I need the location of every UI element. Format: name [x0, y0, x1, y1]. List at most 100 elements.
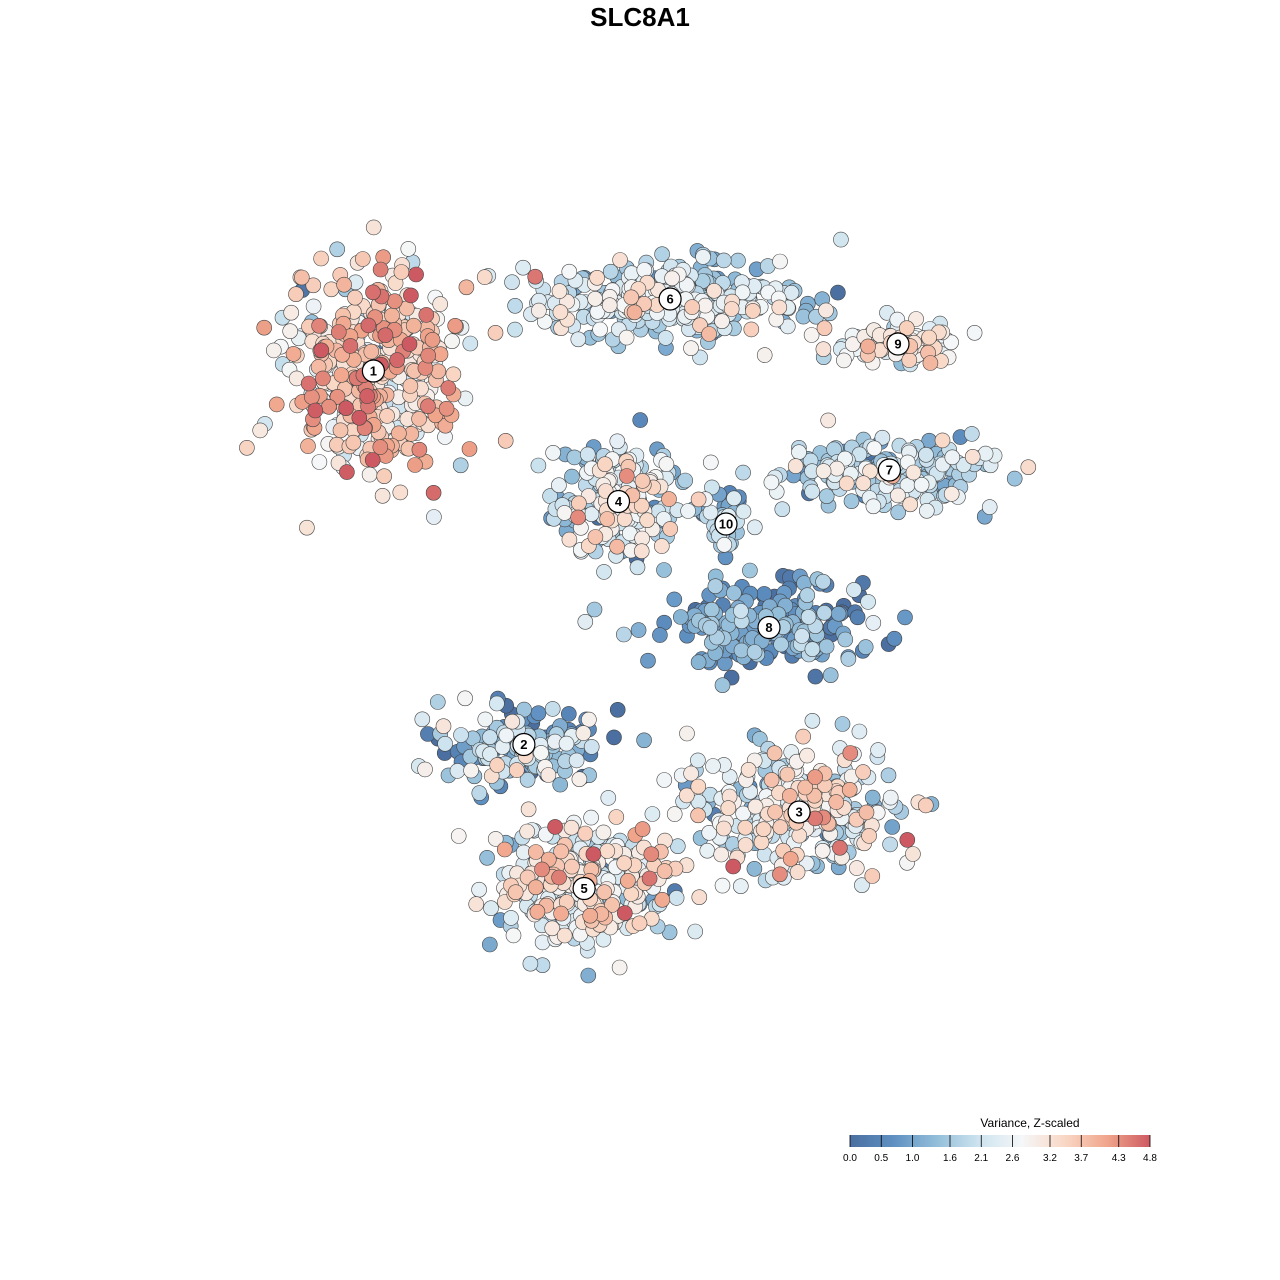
cell-point-cluster-7: [763, 474, 780, 491]
cell-point-cluster-6: [830, 284, 846, 301]
cell-point-cluster-8: [800, 609, 817, 625]
cell-point-cluster-5: [643, 846, 660, 863]
cell-point-cluster-4: [653, 538, 670, 554]
legend-tick-label: 2.1: [974, 1153, 988, 1164]
cell-point-cluster-4: [599, 511, 616, 527]
cell-point-cluster-1: [438, 400, 455, 417]
cell-point-cluster-5: [564, 858, 580, 875]
cell-point-cluster-2: [429, 694, 446, 710]
cluster-label-text: 2: [520, 737, 527, 752]
cell-point-cluster-3: [740, 761, 757, 778]
cell-point-cluster-1: [400, 241, 417, 257]
cell-point-cluster-8: [886, 630, 903, 647]
cell-point-cluster-1: [487, 324, 504, 341]
cell-point-cluster-3: [713, 846, 730, 863]
cell-point-cluster-5: [505, 927, 522, 944]
cell-point-cluster-1: [303, 389, 320, 405]
cell-point-cluster-3: [746, 860, 763, 877]
cell-point-cluster-1: [265, 342, 282, 359]
cell-point-cluster-8: [804, 641, 821, 658]
cell-point-cluster-8: [733, 603, 749, 619]
cell-point-cluster-5: [599, 843, 616, 859]
cell-point-cluster-1: [384, 307, 400, 324]
cell-point-cluster-6: [664, 270, 680, 287]
cell-point-cluster-6: [527, 268, 544, 285]
cell-point-cluster-1: [374, 487, 391, 504]
cell-point-cluster-8: [703, 601, 720, 618]
cell-point-cluster-7: [1020, 459, 1037, 476]
cell-point-cluster-7: [804, 483, 820, 500]
cell-point-cluster-1: [315, 370, 331, 387]
cell-point-cluster-1: [305, 298, 322, 315]
cell-point-cluster-1: [426, 509, 442, 525]
cell-point-cluster-9: [966, 324, 983, 341]
cell-point-cluster-1: [283, 304, 300, 321]
cell-point-cluster-3: [858, 804, 875, 821]
legend-tick-label: 3.7: [1074, 1153, 1088, 1164]
cell-point-cluster-5: [616, 905, 633, 921]
cell-point-cluster-1: [386, 293, 403, 310]
cell-point-cluster-8: [815, 573, 831, 590]
cell-point-cluster-1: [313, 342, 330, 359]
cell-point-cluster-4: [633, 497, 650, 514]
cluster-label-circle: [658, 287, 682, 311]
cell-point-cluster-4: [571, 495, 587, 512]
cell-point-cluster-5: [691, 889, 708, 906]
cell-point-cluster-4: [616, 511, 633, 527]
cell-point-cluster-5: [544, 920, 561, 937]
cluster-label-circle: [361, 359, 385, 383]
cell-point-cluster-3: [737, 819, 754, 836]
cell-point-cluster-2: [504, 713, 521, 730]
cell-point-cluster-5: [556, 927, 573, 944]
cell-point-cluster-6: [507, 297, 523, 314]
cell-point-cluster-5: [450, 828, 467, 844]
cell-point-cluster-1: [307, 402, 324, 419]
cluster-label-5: 5: [572, 876, 596, 901]
legend-tick-label: 4.8: [1143, 1153, 1157, 1164]
cell-point-cluster-3: [799, 747, 815, 764]
cell-point-cluster-3: [772, 866, 788, 883]
cluster-label-4: 4: [606, 489, 631, 514]
cell-point-cluster-2: [453, 727, 469, 743]
cell-point-cluster-3: [725, 858, 742, 875]
cell-point-cluster-1: [365, 284, 381, 301]
cell-point-cluster-1: [420, 347, 437, 364]
cell-point-cluster-9: [921, 329, 937, 346]
cell-point-cluster-8: [849, 609, 866, 626]
legend-tick-label: 3.2: [1043, 1153, 1057, 1164]
cell-point-cluster-4: [609, 538, 625, 555]
cell-point-cluster-2: [571, 771, 588, 788]
color-legend: Variance, Z-scaled 0.0 0.5 1.0 1.6 2.1 2.6 3.2…: [843, 1116, 1157, 1164]
cell-point-cluster-6: [623, 289, 640, 306]
cell-point-cluster-2: [606, 729, 622, 746]
cell-point-cluster-3: [699, 842, 716, 859]
cell-point-cluster-1: [407, 457, 423, 473]
cell-point-cluster-6: [715, 252, 732, 269]
cell-point-cluster-5: [563, 819, 580, 836]
cell-point-cluster-3: [861, 828, 877, 844]
cell-point-cluster-3: [781, 788, 798, 804]
cluster-label-text: 8: [765, 620, 772, 635]
cell-point-cluster-1: [239, 439, 255, 456]
cell-point-cluster-6: [612, 252, 628, 268]
cell-point-cluster-2: [457, 690, 473, 707]
cluster-label-circle: [606, 489, 631, 514]
cell-point-cluster-1: [311, 454, 328, 470]
cluster-label-text: 7: [886, 463, 893, 478]
cell-point-cluster-10: [735, 503, 752, 520]
cell-point-cluster-6: [626, 304, 643, 321]
cell-point-cluster-5: [468, 896, 485, 912]
cell-point-cluster-1: [268, 396, 285, 413]
cell-point-cluster-3: [917, 797, 934, 814]
legend-tick-label: 1.0: [906, 1153, 920, 1164]
cell-point-cluster-7: [774, 501, 791, 518]
cell-point-cluster-3: [841, 781, 858, 798]
cell-point-cluster-3: [720, 800, 737, 816]
cell-point-cluster-1: [329, 388, 346, 405]
cell-point-cluster-4: [561, 531, 578, 548]
cell-point-cluster-8: [742, 562, 758, 579]
cluster-label-8: 8: [757, 615, 781, 640]
cell-point-cluster-1: [444, 333, 460, 350]
cell-point-cluster-2: [519, 771, 536, 788]
cell-point-cluster-3: [701, 824, 718, 841]
